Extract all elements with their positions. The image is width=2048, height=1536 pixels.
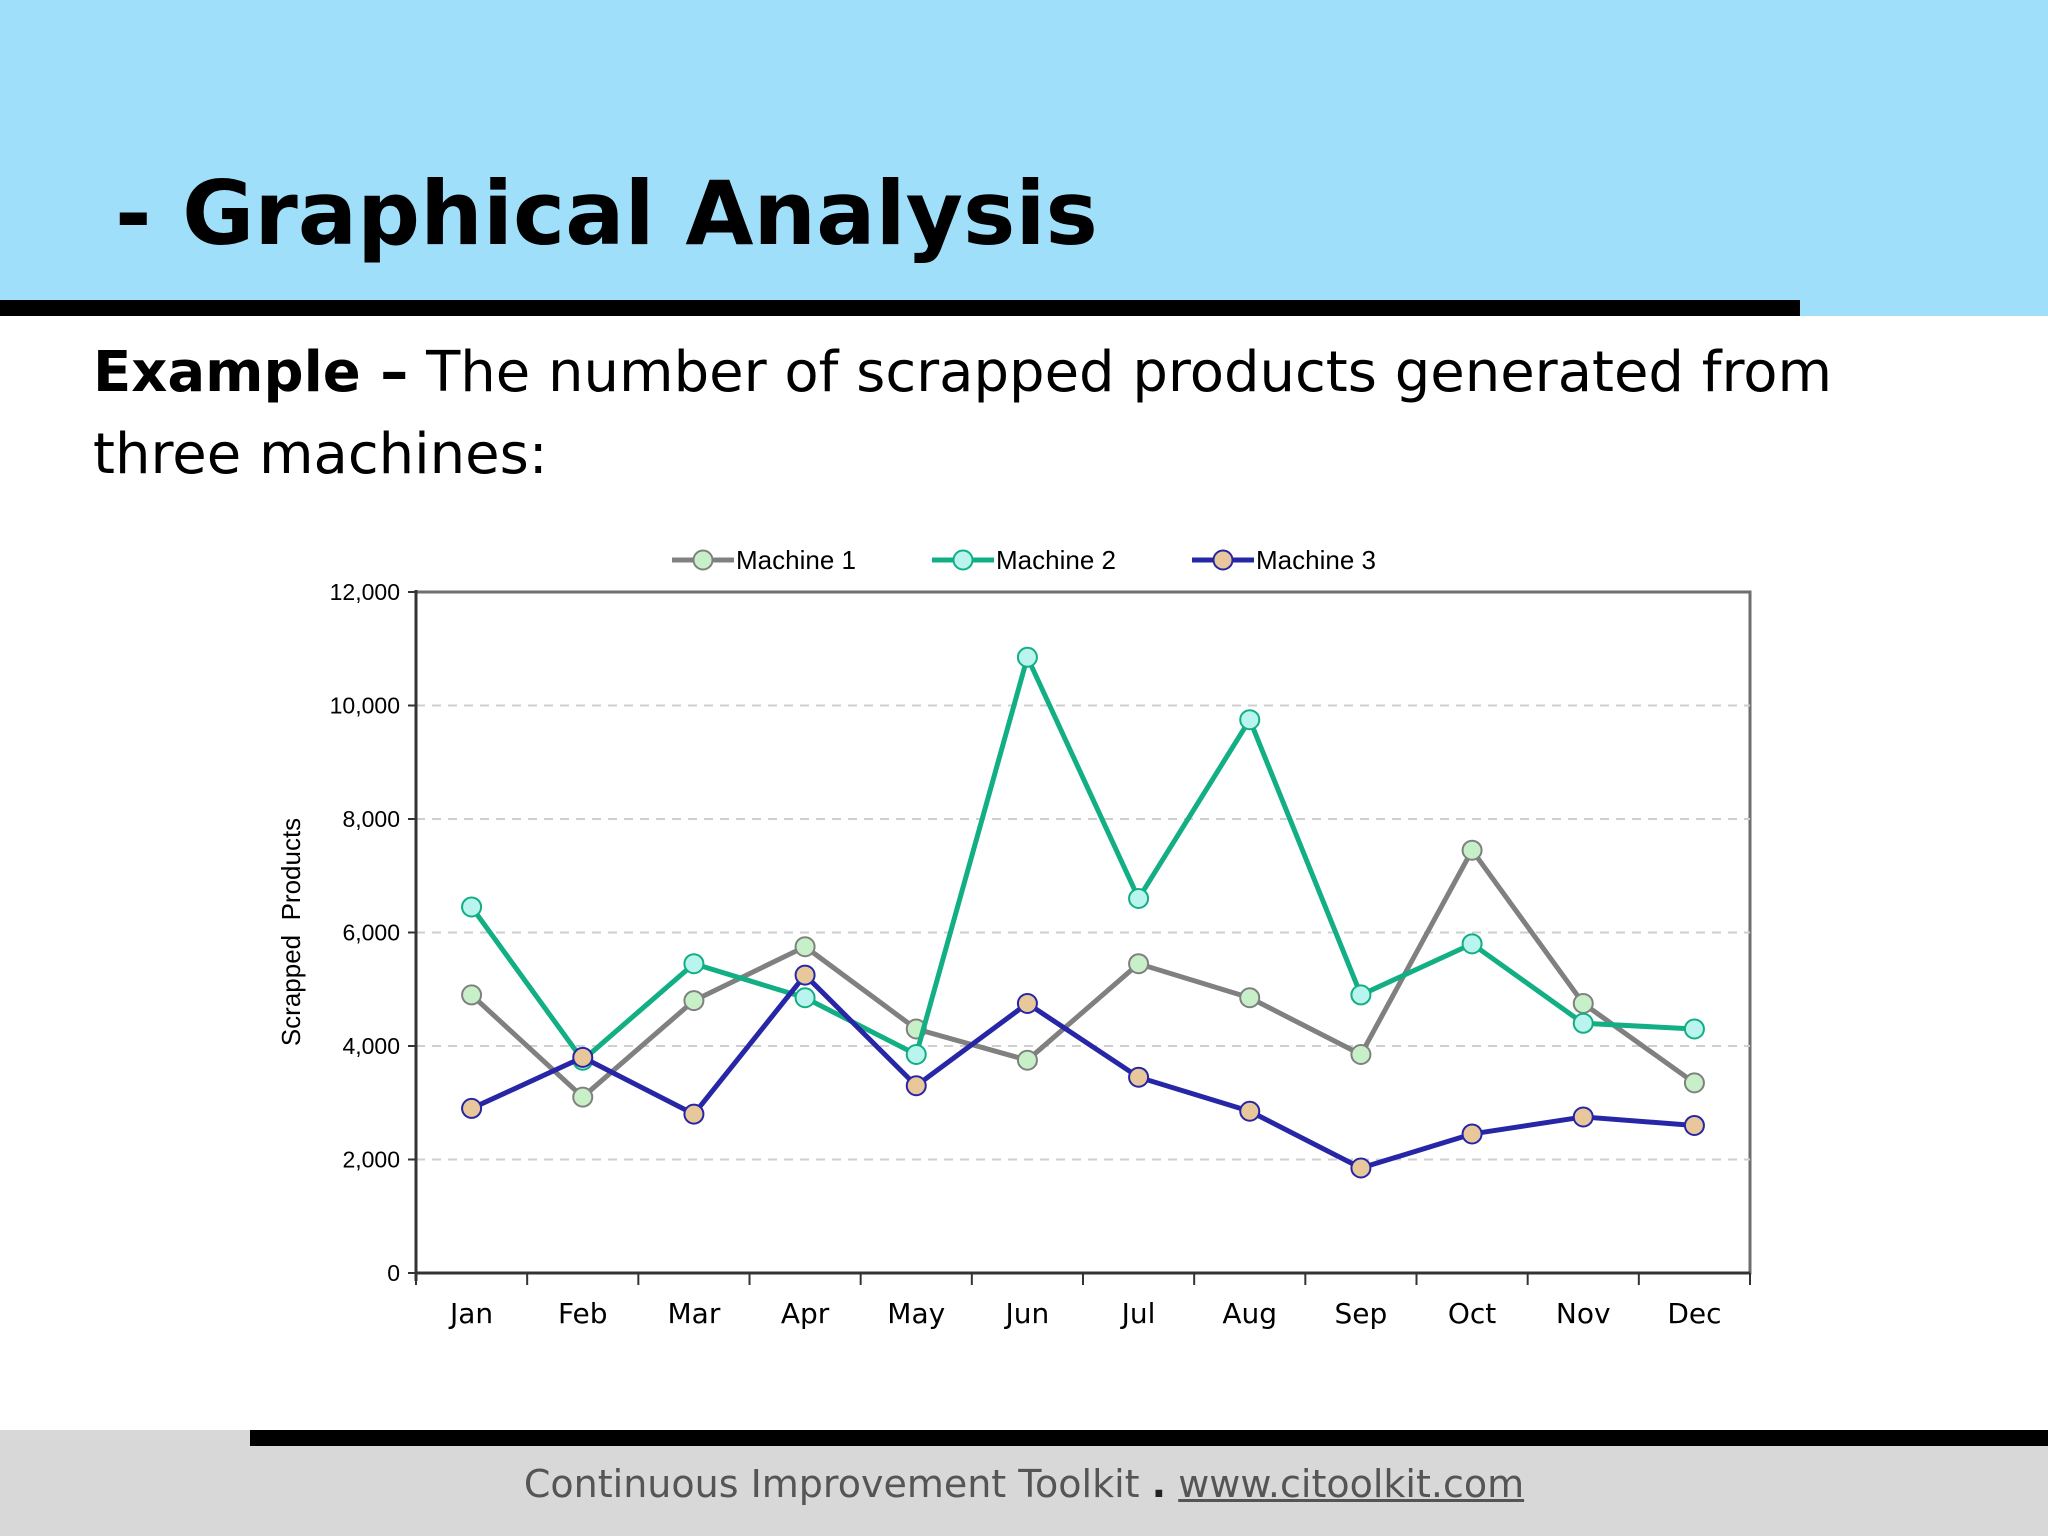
y-tick-label: 2,000 (342, 1147, 400, 1173)
series-layer (461, 646, 1705, 1179)
data-point (683, 1103, 705, 1125)
slide-title: - Graphical Analysis (115, 162, 1098, 265)
data-point (1350, 984, 1372, 1006)
x-tick-label: Jul (1120, 1297, 1156, 1330)
data-point (1572, 1106, 1594, 1128)
y-tick-label: 6,000 (342, 920, 400, 946)
data-point (1239, 1100, 1261, 1122)
legend-swatch-marker (692, 549, 714, 571)
x-tick-label: Feb (558, 1297, 608, 1330)
x-tick-label: Apr (781, 1297, 830, 1330)
footer-divider (250, 1430, 2048, 1446)
x-axis: Jan Feb Mar Apr May Jun Jul Aug Sep Oct Nov Dec (415, 1271, 1751, 1330)
series-3 (461, 964, 1705, 1179)
series-1 (461, 839, 1705, 1108)
data-point (1128, 1066, 1150, 1088)
data-point (1128, 953, 1150, 975)
series-2 (461, 646, 1705, 1071)
y-axis: 0 2,000 4,000 6,000 8,000 10,000 12,000 (330, 579, 418, 1286)
data-point (1683, 1114, 1705, 1136)
y-tick-label: 10,000 (330, 693, 400, 719)
series-line (470, 972, 1695, 1171)
header-divider (0, 300, 1800, 316)
legend-item: Machine 2 (932, 545, 1116, 575)
data-point (1572, 992, 1594, 1014)
x-tick-label: Sep (1335, 1297, 1388, 1330)
data-point (1016, 1049, 1038, 1071)
data-point (1461, 839, 1483, 861)
data-point (1016, 992, 1038, 1014)
legend-label: Machine 2 (996, 545, 1116, 575)
data-point (1683, 1018, 1705, 1040)
data-point (1239, 987, 1261, 1009)
legend-label: Machine 3 (1256, 545, 1376, 575)
x-tick-label: May (887, 1297, 945, 1330)
x-tick-label: Jun (1004, 1297, 1050, 1330)
x-tick-label: Aug (1222, 1297, 1277, 1330)
data-point (1461, 1123, 1483, 1145)
data-point (461, 984, 483, 1006)
legend-item: Machine 1 (672, 545, 856, 575)
data-point (461, 1097, 483, 1119)
data-point (683, 990, 705, 1012)
subtitle-bold: Example – (93, 340, 409, 405)
y-tick-label: 8,000 (342, 806, 400, 832)
x-tick-label: Mar (668, 1297, 721, 1330)
data-point (1350, 1157, 1372, 1179)
subtitle-text: The number of scrapped products generate… (93, 340, 1833, 487)
data-point (794, 964, 816, 986)
data-point (905, 1044, 927, 1066)
data-point (794, 936, 816, 958)
gridlines (416, 704, 1750, 1161)
header-band (0, 0, 2048, 316)
series-line (469, 847, 1696, 1100)
legend-swatch-marker (1212, 549, 1234, 571)
data-point (1350, 1044, 1372, 1066)
data-point (461, 896, 483, 918)
footer-separator: . (1151, 1462, 1167, 1506)
data-point (905, 1075, 927, 1097)
data-point (572, 1086, 594, 1108)
legend: Machine 1 Machine 2 Machine 3 (672, 545, 1376, 575)
y-tick-label: 0 (387, 1260, 400, 1286)
legend-label: Machine 1 (736, 545, 856, 575)
footer: Continuous Improvement Toolkit . www.cit… (0, 1462, 2048, 1506)
data-point (1128, 887, 1150, 909)
y-axis-label: Scrapped Products (276, 818, 306, 1046)
legend-swatch-marker (952, 549, 974, 571)
y-tick-label: 12,000 (330, 579, 400, 605)
data-point (1572, 1012, 1594, 1034)
series-line (469, 654, 1695, 1063)
data-point (683, 953, 705, 975)
slide-subtitle: Example – The number of scrapped product… (93, 332, 1963, 496)
line-chart: 0 2,000 4,000 6,000 8,000 10,000 12,000 Jan Feb… (276, 545, 1752, 1330)
data-point (1016, 646, 1038, 668)
y-tick-label: 4,000 (342, 1033, 400, 1059)
data-point (1239, 709, 1261, 731)
x-tick-label: Dec (1667, 1297, 1721, 1330)
footer-link[interactable]: www.citoolkit.com (1178, 1462, 1525, 1506)
data-point (1461, 933, 1483, 955)
data-point (572, 1046, 594, 1068)
data-point (1683, 1072, 1705, 1094)
footer-text: Continuous Improvement Toolkit (523, 1462, 1140, 1506)
x-tick-label: Oct (1448, 1297, 1496, 1330)
x-tick-label: Nov (1556, 1297, 1611, 1330)
footer-band (0, 1430, 2048, 1536)
x-tick-label: Jan (448, 1297, 493, 1330)
data-point (794, 987, 816, 1009)
legend-item: Machine 3 (1192, 545, 1376, 575)
